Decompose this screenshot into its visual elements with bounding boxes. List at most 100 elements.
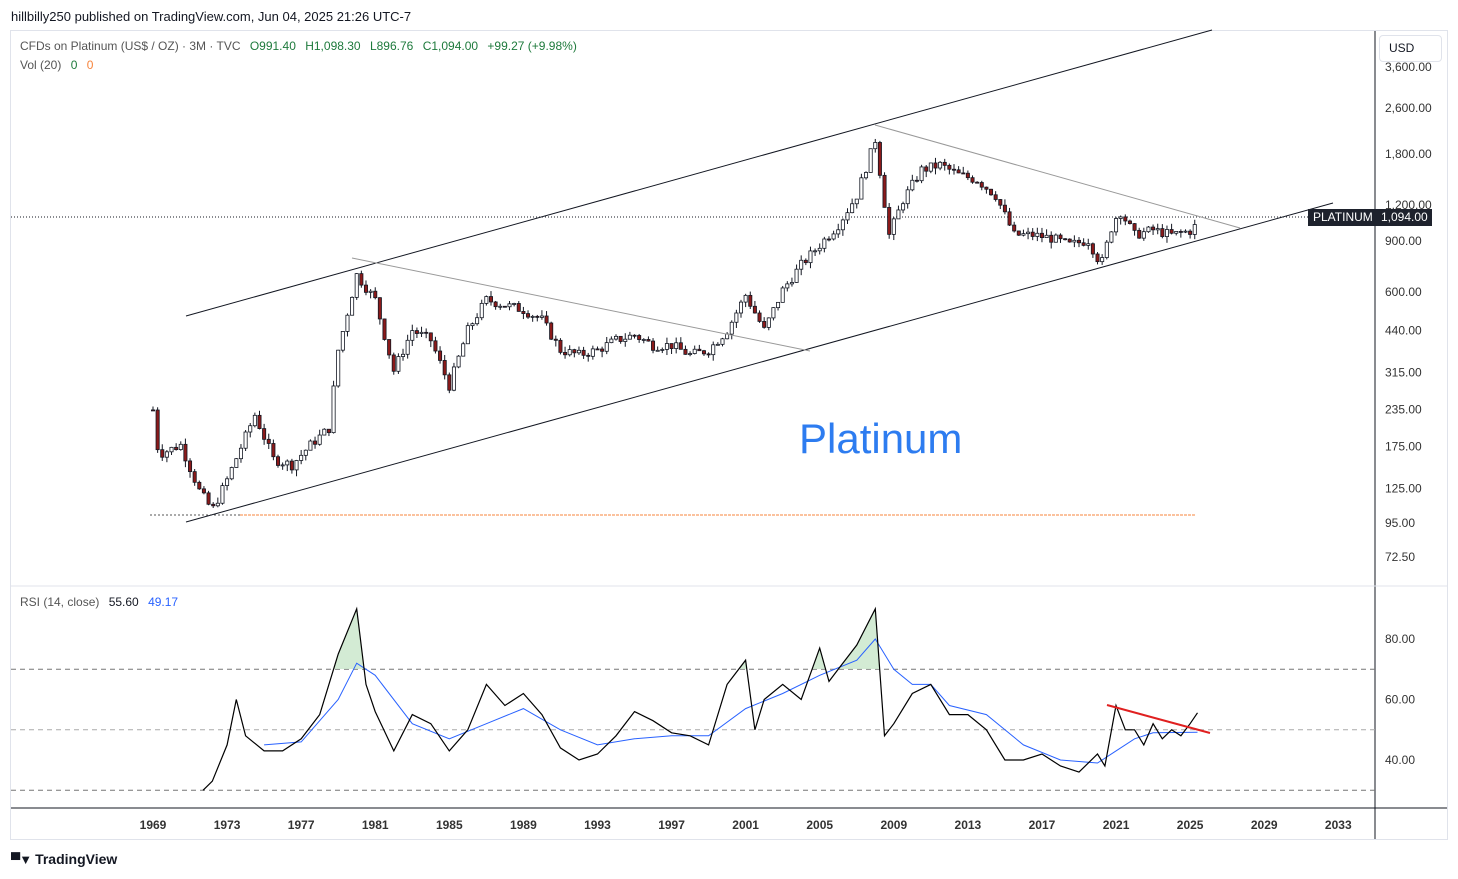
candle-up bbox=[576, 349, 581, 354]
candle-up bbox=[831, 233, 836, 240]
candle-up bbox=[1104, 241, 1109, 258]
candle-down bbox=[488, 296, 493, 303]
candle-down bbox=[1030, 231, 1035, 237]
candle-up bbox=[456, 355, 461, 368]
candle-up bbox=[345, 314, 350, 332]
candle-down bbox=[697, 348, 702, 352]
candle-down bbox=[1007, 211, 1012, 226]
candle-up bbox=[1174, 231, 1179, 234]
candle-down bbox=[965, 172, 970, 179]
candle-up bbox=[794, 268, 799, 283]
candle-up bbox=[864, 172, 869, 179]
candle-down bbox=[150, 409, 155, 412]
candle-up bbox=[354, 273, 359, 298]
time-axis[interactable]: 1969 1973 1977 1981 1985 1989 1993 1997 2001 2005… bbox=[140, 818, 1352, 832]
candles bbox=[150, 138, 1197, 509]
candle-down bbox=[382, 318, 387, 340]
candle-down bbox=[1169, 229, 1174, 234]
candle-up bbox=[461, 343, 466, 357]
candle-down bbox=[1178, 231, 1183, 233]
time-tick-label: 1969 bbox=[140, 818, 167, 832]
downtrend-line-2[interactable] bbox=[874, 124, 1241, 229]
candle-up bbox=[655, 349, 660, 352]
candle-down bbox=[993, 194, 998, 200]
candle-down bbox=[526, 313, 531, 318]
candle-up bbox=[664, 343, 669, 350]
candle-up bbox=[475, 317, 480, 325]
channel-upper-line[interactable] bbox=[185, 29, 1213, 317]
candle-up bbox=[1146, 226, 1151, 233]
candle-down bbox=[1127, 220, 1132, 224]
symbol-label[interactable]: CFDs on Platinum (US$ / OZ) · 3M · TVC bbox=[20, 39, 241, 53]
time-tick-label: 2001 bbox=[732, 818, 759, 832]
tradingview-logo[interactable]: ▀▼ TradingView bbox=[11, 851, 117, 867]
rsi-trend-line[interactable] bbox=[1106, 704, 1211, 734]
candle-down bbox=[553, 338, 558, 341]
brand-name: TradingView bbox=[35, 851, 118, 867]
candle-up bbox=[711, 344, 716, 356]
candle-up bbox=[910, 179, 915, 191]
candle-down bbox=[651, 340, 656, 351]
rsi-ma-value: 49.17 bbox=[148, 595, 179, 609]
candle-up bbox=[498, 305, 503, 308]
candle-down bbox=[752, 305, 757, 314]
candle-up bbox=[285, 460, 290, 466]
close-value: C1,094.00 bbox=[422, 39, 479, 53]
candle-up bbox=[1086, 243, 1091, 246]
candle-down bbox=[1063, 238, 1068, 241]
candle-up bbox=[234, 458, 239, 468]
candle-up bbox=[317, 434, 322, 445]
downtrend-line-1[interactable] bbox=[351, 257, 811, 352]
low-value: L896.76 bbox=[369, 39, 414, 53]
candle-up bbox=[350, 296, 355, 316]
candle-down bbox=[326, 428, 331, 434]
candle-up bbox=[1109, 231, 1114, 243]
rsi-tick-label: 80.00 bbox=[1385, 632, 1415, 646]
candle-up bbox=[396, 356, 401, 372]
currency-button[interactable]: USD bbox=[1379, 35, 1442, 62]
candle-up bbox=[252, 414, 257, 427]
rsi-axis: 80.00 60.00 40.00 bbox=[1385, 632, 1415, 767]
candle-up bbox=[465, 325, 470, 345]
price-tick-label: 95.00 bbox=[1385, 516, 1415, 530]
candle-down bbox=[646, 339, 651, 342]
candle-up bbox=[368, 290, 373, 293]
candle-up bbox=[1114, 218, 1119, 233]
candle-down bbox=[160, 449, 165, 458]
candle-up bbox=[164, 451, 169, 458]
candle-up bbox=[1155, 228, 1160, 231]
candle-down bbox=[266, 438, 271, 444]
candle-up bbox=[614, 335, 619, 340]
candle-down bbox=[493, 301, 498, 308]
rsi-line bbox=[202, 606, 1198, 791]
candle-up bbox=[590, 348, 595, 357]
rsi-label[interactable]: RSI (14, close) bbox=[20, 595, 100, 609]
candle-down bbox=[521, 311, 526, 314]
candle-down bbox=[914, 179, 919, 182]
candle-down bbox=[359, 273, 364, 286]
channel-lower-line[interactable] bbox=[185, 202, 1334, 523]
candle-up bbox=[451, 366, 456, 391]
candle-up bbox=[169, 446, 174, 453]
candle-up bbox=[715, 343, 720, 346]
candle-up bbox=[674, 342, 679, 350]
candle-up bbox=[479, 302, 484, 319]
candle-up bbox=[776, 301, 781, 309]
price-axis[interactable]: 3,600.00 2,600.00 1,800.00 1,200.00 900.00 60… bbox=[1385, 60, 1432, 564]
chart-text-annotation[interactable]: Platinum bbox=[799, 415, 963, 462]
candle-down bbox=[1067, 238, 1072, 243]
candle-up bbox=[743, 294, 748, 303]
candle-up bbox=[567, 349, 572, 356]
candle-down bbox=[1123, 216, 1128, 222]
candle-down bbox=[701, 350, 706, 355]
publish-info: hillbilly250 published on TradingView.co… bbox=[11, 9, 412, 24]
candle-up bbox=[854, 198, 859, 205]
candle-down bbox=[201, 488, 206, 494]
candle-down bbox=[618, 335, 623, 342]
vol-label[interactable]: Vol (20) bbox=[20, 58, 62, 72]
candle-down bbox=[438, 350, 443, 361]
candle-up bbox=[919, 166, 924, 182]
candle-down bbox=[979, 182, 984, 188]
candle-down bbox=[377, 297, 382, 320]
